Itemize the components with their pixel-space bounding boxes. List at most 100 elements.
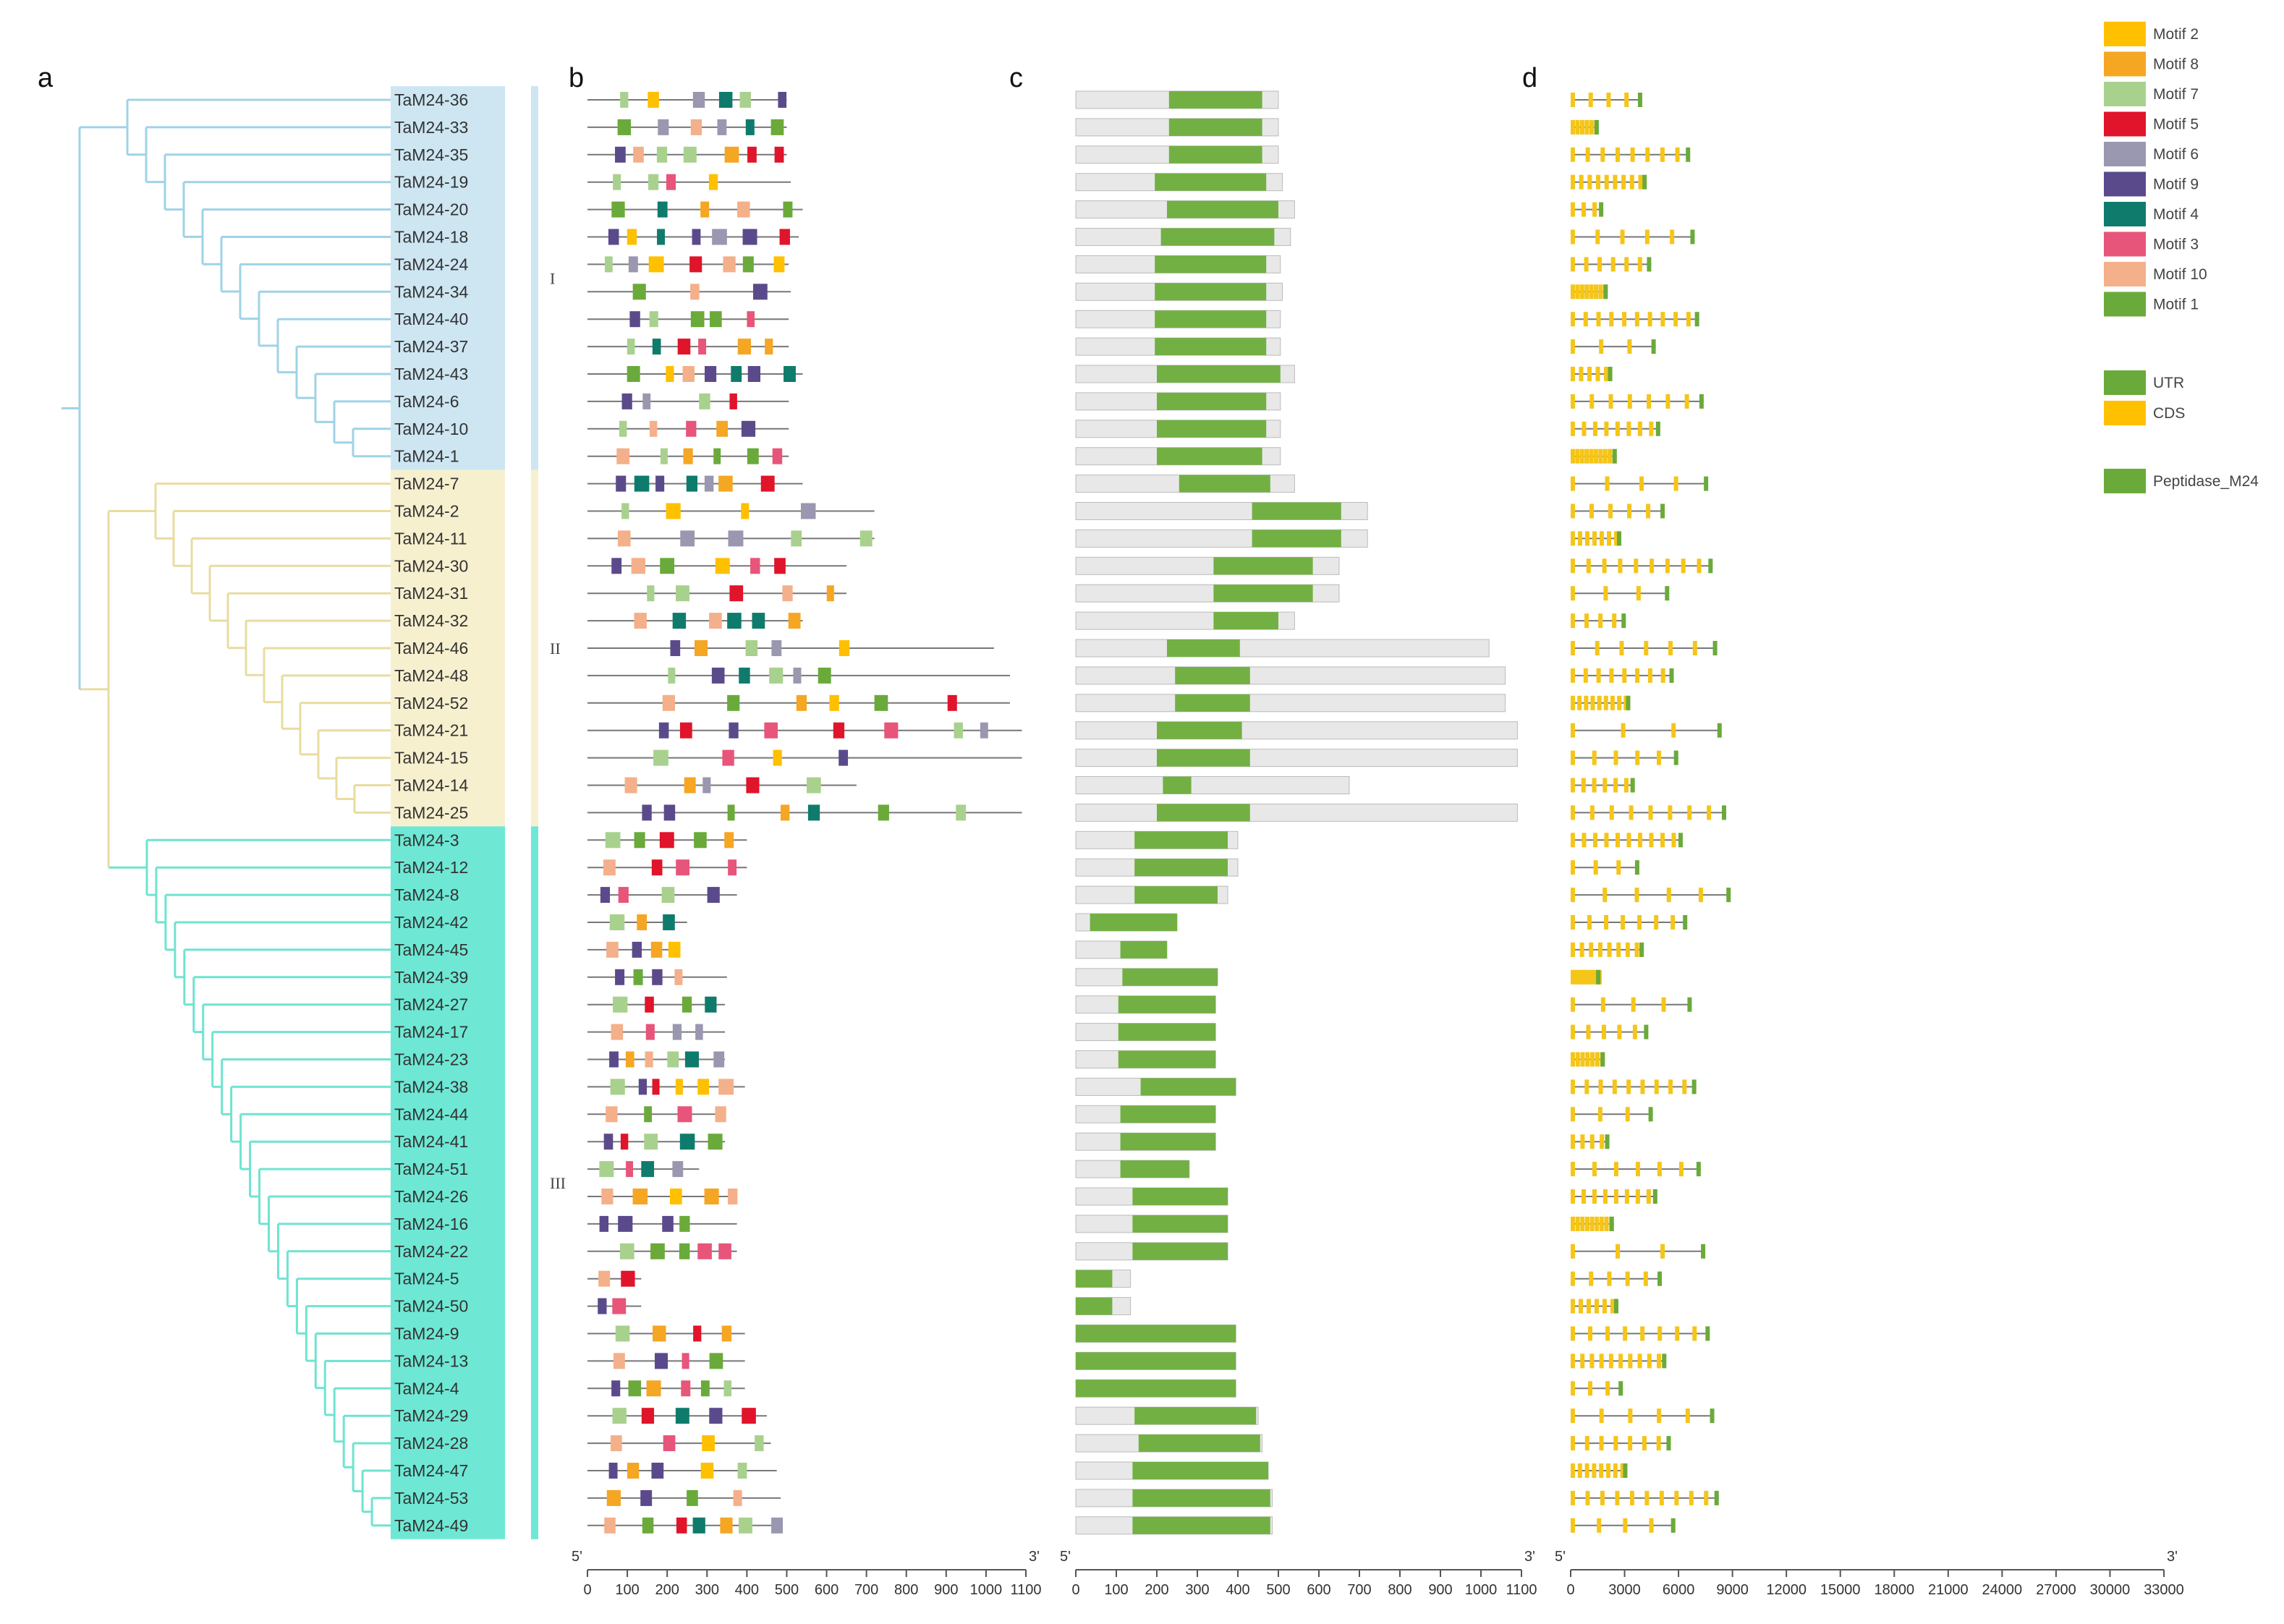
exon-box bbox=[1594, 284, 1599, 299]
exon-box bbox=[1571, 1052, 1575, 1067]
exon-box bbox=[1587, 915, 1592, 930]
exon-box bbox=[1628, 1408, 1633, 1424]
motif-box bbox=[645, 1024, 655, 1040]
motif-box bbox=[693, 1325, 702, 1342]
exon-box bbox=[1597, 942, 1602, 957]
three-prime-label: 3' bbox=[1029, 1549, 1040, 1565]
motif-box bbox=[755, 1435, 764, 1452]
motif-box bbox=[615, 969, 625, 985]
exon-box bbox=[1675, 147, 1680, 162]
motif-box bbox=[645, 1051, 653, 1068]
exon-box bbox=[1639, 476, 1644, 491]
motif-box bbox=[716, 420, 728, 437]
tick-label: 15000 bbox=[1820, 1582, 1861, 1598]
exon-box bbox=[1588, 1326, 1593, 1341]
gene-label: TaM24-49 bbox=[394, 1516, 468, 1535]
motif-box bbox=[874, 694, 888, 711]
motif-box bbox=[954, 722, 963, 739]
exon-box bbox=[1571, 1162, 1575, 1177]
tick-label: 900 bbox=[934, 1582, 958, 1598]
exon-box bbox=[1580, 1052, 1585, 1067]
exon-box bbox=[1613, 174, 1618, 190]
motif-box bbox=[632, 941, 642, 958]
exon-box bbox=[1646, 503, 1651, 519]
exon-box bbox=[1634, 558, 1639, 574]
motif-box bbox=[727, 613, 742, 629]
motif-box bbox=[764, 722, 778, 739]
utr-box bbox=[1613, 1298, 1618, 1314]
exon-box bbox=[1613, 1463, 1618, 1478]
motif-box bbox=[690, 284, 700, 300]
gene-label: TaM24-11 bbox=[394, 529, 467, 548]
utr-box bbox=[1617, 531, 1622, 546]
exon-box bbox=[1613, 1436, 1618, 1451]
exon-box bbox=[1592, 833, 1597, 848]
motif-box bbox=[956, 804, 967, 821]
exon-box bbox=[1654, 915, 1659, 930]
motif-box bbox=[677, 339, 691, 355]
exon-box bbox=[1604, 421, 1609, 436]
exon-box bbox=[1604, 367, 1609, 381]
motif-box bbox=[692, 229, 701, 245]
clade-group-bands bbox=[391, 86, 505, 1539]
motif-box bbox=[655, 475, 665, 492]
exon-box bbox=[1584, 448, 1589, 464]
exon-box bbox=[1607, 1271, 1612, 1286]
exon-box bbox=[1615, 833, 1620, 848]
exon-box bbox=[1603, 695, 1608, 710]
exon-box bbox=[1661, 997, 1666, 1012]
motif-box bbox=[747, 146, 757, 163]
peptidase-domain bbox=[1155, 310, 1267, 328]
motif-box bbox=[606, 941, 619, 958]
tick-label: 21000 bbox=[1928, 1582, 1969, 1598]
exon-box bbox=[1589, 1134, 1595, 1149]
exon-box bbox=[1571, 1189, 1575, 1204]
tick-label: 200 bbox=[655, 1582, 679, 1598]
exon-box bbox=[1596, 174, 1601, 190]
exon-box bbox=[1589, 1353, 1595, 1369]
tick-label: 400 bbox=[1226, 1582, 1249, 1598]
tick-label: 100 bbox=[1104, 1582, 1128, 1598]
exon-box bbox=[1624, 257, 1629, 272]
peptidase-domain bbox=[1120, 1160, 1189, 1178]
motif-box bbox=[621, 393, 632, 409]
motif-box bbox=[728, 530, 744, 547]
motif-box bbox=[742, 256, 754, 273]
utr-box bbox=[1657, 1271, 1663, 1286]
gene-label: TaM24-53 bbox=[394, 1489, 468, 1508]
peptidase-domain bbox=[1157, 420, 1267, 438]
motif-box bbox=[672, 1161, 684, 1178]
motif-box bbox=[680, 530, 695, 547]
motif-box bbox=[644, 1106, 653, 1123]
exon-box bbox=[1614, 531, 1619, 546]
five-prime-label: 5' bbox=[572, 1549, 582, 1565]
exon-box bbox=[1618, 1353, 1623, 1369]
legend-swatch bbox=[2104, 171, 2146, 197]
motif-box bbox=[947, 694, 957, 711]
peptidase-domain bbox=[1167, 200, 1278, 218]
exon-box bbox=[1593, 860, 1598, 875]
legend-swatch bbox=[2104, 231, 2146, 257]
peptidase-domain bbox=[1076, 1325, 1236, 1343]
exon-box bbox=[1571, 942, 1575, 957]
exon-box bbox=[1608, 448, 1613, 464]
legend-label: Motif 6 bbox=[2153, 146, 2199, 163]
five-prime-label: 5' bbox=[1555, 1549, 1566, 1565]
motif-box bbox=[788, 613, 801, 629]
motif-box bbox=[760, 475, 775, 492]
tick-label: 0 bbox=[583, 1582, 591, 1598]
group-band-2 bbox=[391, 469, 505, 827]
exon-box bbox=[1660, 668, 1665, 683]
peptidase-domain bbox=[1179, 475, 1270, 493]
exon-box bbox=[1637, 421, 1642, 436]
motif-box bbox=[641, 1408, 655, 1424]
motif-box bbox=[661, 887, 675, 904]
exon-box bbox=[1585, 531, 1590, 546]
exon-box bbox=[1654, 1079, 1659, 1094]
exon-box bbox=[1571, 503, 1575, 519]
motif-box bbox=[783, 201, 793, 218]
exon-box bbox=[1707, 805, 1712, 820]
peptidase-domain bbox=[1175, 666, 1250, 684]
exon-box bbox=[1675, 1326, 1680, 1341]
